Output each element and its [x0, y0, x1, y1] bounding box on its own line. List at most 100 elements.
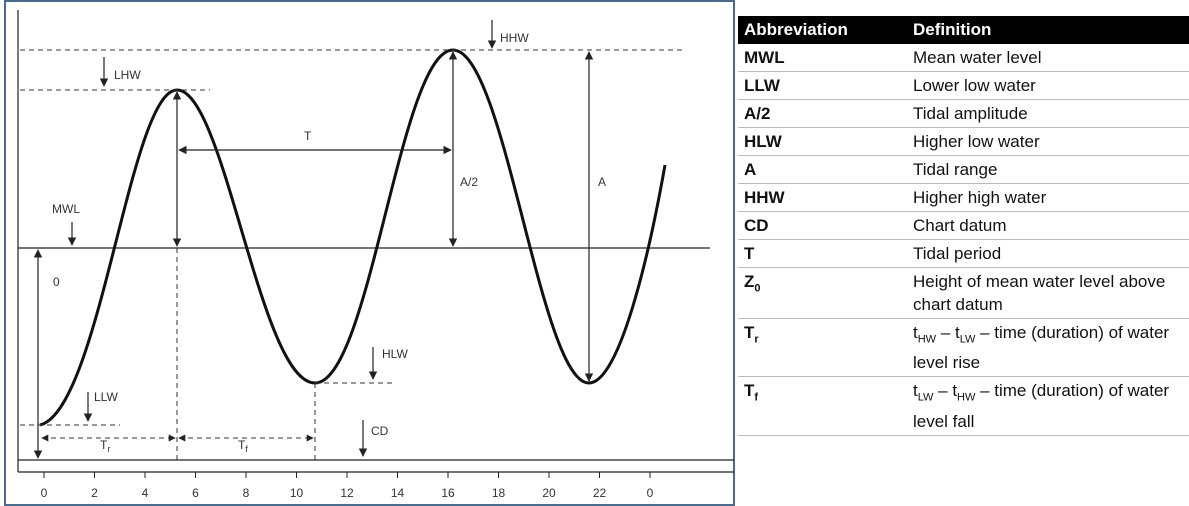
table-row: A Tidal range — [738, 155, 1189, 184]
label-sub: f — [245, 444, 248, 454]
label: Tf — [238, 438, 248, 454]
abbr-cell: Z0 — [738, 267, 907, 319]
subscript: HW — [957, 391, 976, 404]
x-tick-label: 10 — [290, 486, 304, 500]
definition-cell: tLW – tHW – time (duration) of water lev… — [907, 376, 1189, 436]
definition-cell: Tidal amplitude — [907, 99, 1189, 128]
x-tick-label: 0 — [647, 486, 654, 500]
abbr-cell: Tf — [738, 376, 907, 436]
label: CD — [371, 424, 389, 438]
label: Tr — [100, 438, 110, 454]
abbr-cell: A/2 — [738, 99, 907, 128]
text: – t — [933, 381, 958, 401]
header-cell: Definition — [907, 16, 1189, 44]
text: Chart datum — [913, 216, 1007, 235]
table-row: T Tidal period — [738, 239, 1189, 268]
label: HLW — [382, 347, 408, 361]
abbr-cell: A — [738, 155, 907, 184]
text: HLW — [744, 132, 782, 151]
label: T — [100, 438, 108, 452]
subscript: r — [754, 333, 759, 346]
label: T — [304, 129, 312, 143]
x-tick-label: 4 — [142, 486, 149, 500]
text: CD — [744, 216, 769, 235]
definition-cell: Higher high water — [907, 183, 1189, 212]
abbr-cell: LLW — [738, 71, 907, 100]
label: T — [238, 438, 246, 452]
x-tick-label: 22 — [593, 486, 607, 500]
text: Z — [744, 272, 755, 291]
subscript: LW — [959, 333, 976, 346]
x-tick-label: 12 — [340, 486, 354, 500]
text: A/2 — [744, 104, 771, 123]
header-row: Abbreviation Definition — [738, 16, 1189, 44]
x-tick-label: 6 — [192, 486, 199, 500]
abbr-cell: T — [738, 239, 907, 268]
text: Height of mean water level above chart d… — [913, 272, 1166, 314]
abbr-cell: Tr — [738, 318, 907, 378]
abbr-cell: HHW — [738, 183, 907, 212]
definition-cell: Tidal range — [907, 155, 1189, 184]
definition-cell: Higher low water — [907, 127, 1189, 156]
label-sub: r — [107, 444, 110, 454]
x-tick-label: 8 — [243, 486, 250, 500]
definition-cell: Mean water level — [907, 44, 1189, 72]
label: MWL — [52, 202, 80, 216]
definition-cell: tHW – tLW – time (duration) of water lev… — [907, 318, 1189, 378]
text: Higher high water — [913, 188, 1047, 207]
x-tick-label: 0 — [41, 486, 48, 500]
definition-cell: Chart datum — [907, 211, 1189, 240]
x-tick-label: 2 — [91, 486, 98, 500]
arrows — [33, 20, 594, 459]
text: Tidal amplitude — [913, 104, 1028, 123]
table-row: MWL Mean water level — [738, 44, 1189, 72]
text: A — [744, 160, 757, 179]
text: t — [913, 323, 918, 342]
dashed-guides — [20, 49, 685, 460]
label: LLW — [94, 390, 118, 404]
definition-cell: Height of mean water level above chart d… — [907, 267, 1189, 319]
table-row: CD Chart datum — [738, 211, 1189, 240]
table-row: LLW Lower low water — [738, 71, 1189, 100]
label: LHW — [114, 68, 141, 82]
text: MWL — [744, 48, 785, 67]
text: T — [744, 323, 755, 342]
text: T — [744, 381, 755, 401]
x-tick-label: 18 — [492, 486, 506, 500]
text: Tidal range — [913, 160, 998, 179]
x-tick-label: 20 — [542, 486, 556, 500]
text: HHW — [744, 188, 785, 207]
text: – t — [936, 323, 960, 342]
abbr-cell: CD — [738, 211, 907, 240]
text: LLW — [744, 76, 780, 95]
subscript: HW — [917, 333, 937, 346]
text: Mean water level — [913, 48, 1042, 67]
text: Higher low water — [913, 132, 1040, 151]
subscript: f — [754, 391, 759, 404]
text: – time (duration) of water level fall — [913, 381, 1170, 431]
table-row: HHW Higher high water — [738, 183, 1189, 212]
table-row: Tf tLW – tHW – time (duration) of water l… — [738, 376, 1189, 436]
definition-cell: Tidal period — [907, 239, 1189, 268]
subscript: 0 — [754, 282, 761, 295]
header-cell: Abbreviation — [738, 16, 907, 44]
text: t — [913, 381, 918, 401]
definition-cell: Lower low water — [907, 71, 1189, 100]
text: – time (duration) of water level rise — [913, 323, 1170, 373]
label: A/2 — [460, 175, 478, 189]
x-tick-label: 16 — [441, 486, 455, 500]
table-row: A/2 Tidal amplitude — [738, 99, 1189, 128]
label: A — [598, 175, 606, 189]
table-row: Tr tHW – tLW – time (duration) of water l… — [738, 318, 1189, 378]
table-row: Z0 Height of mean water level above chart… — [738, 267, 1189, 319]
text: T — [744, 244, 755, 263]
tide-diagram: HHW LHW T A/2 A MWL 0 LLW HLW CD Tr Tf 0… — [4, 0, 735, 506]
table-row: HLW Higher low water — [738, 127, 1189, 156]
text: Tidal period — [913, 244, 1002, 263]
abbr-cell: HLW — [738, 127, 907, 156]
frame — [4, 0, 735, 506]
x-tick-label: 14 — [391, 486, 405, 500]
abbreviation-table: Abbreviation Definition MWL Mean water lev… — [738, 16, 1189, 436]
label: HHW — [500, 31, 529, 45]
